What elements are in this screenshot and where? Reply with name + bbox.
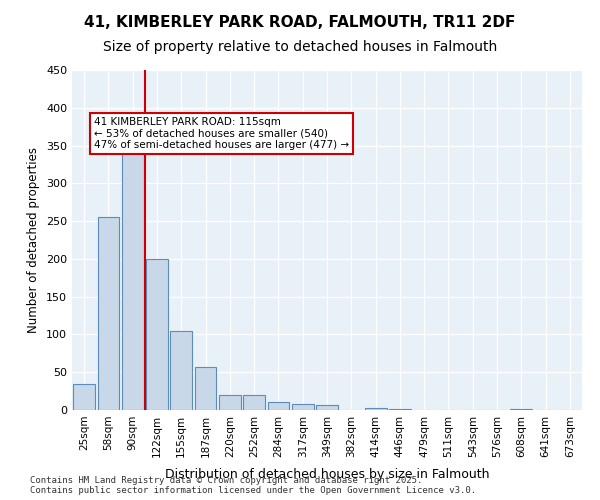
Bar [146, 259, 168, 410]
Bar [511, 409, 532, 410]
Bar [73, 384, 95, 410]
Bar [365, 408, 386, 410]
Text: Contains HM Land Registry data © Crown copyright and database right 2025.
Contai: Contains HM Land Registry data © Crown c… [30, 476, 476, 495]
Bar [243, 395, 265, 410]
Bar [219, 395, 241, 410]
Bar [292, 404, 314, 410]
Bar [97, 218, 119, 410]
Bar [170, 330, 192, 410]
Y-axis label: Number of detached properties: Number of detached properties [28, 147, 40, 333]
Text: 41, KIMBERLEY PARK ROAD, FALMOUTH, TR11 2DF: 41, KIMBERLEY PARK ROAD, FALMOUTH, TR11 … [85, 15, 515, 30]
X-axis label: Distribution of detached houses by size in Falmouth: Distribution of detached houses by size … [165, 468, 489, 481]
Bar [389, 409, 411, 410]
Bar [268, 402, 289, 410]
Text: Size of property relative to detached houses in Falmouth: Size of property relative to detached ho… [103, 40, 497, 54]
Bar [194, 367, 217, 410]
Bar [122, 153, 143, 410]
Bar [316, 406, 338, 410]
Text: 41 KIMBERLEY PARK ROAD: 115sqm
← 53% of detached houses are smaller (540)
47% of: 41 KIMBERLEY PARK ROAD: 115sqm ← 53% of … [94, 117, 349, 150]
